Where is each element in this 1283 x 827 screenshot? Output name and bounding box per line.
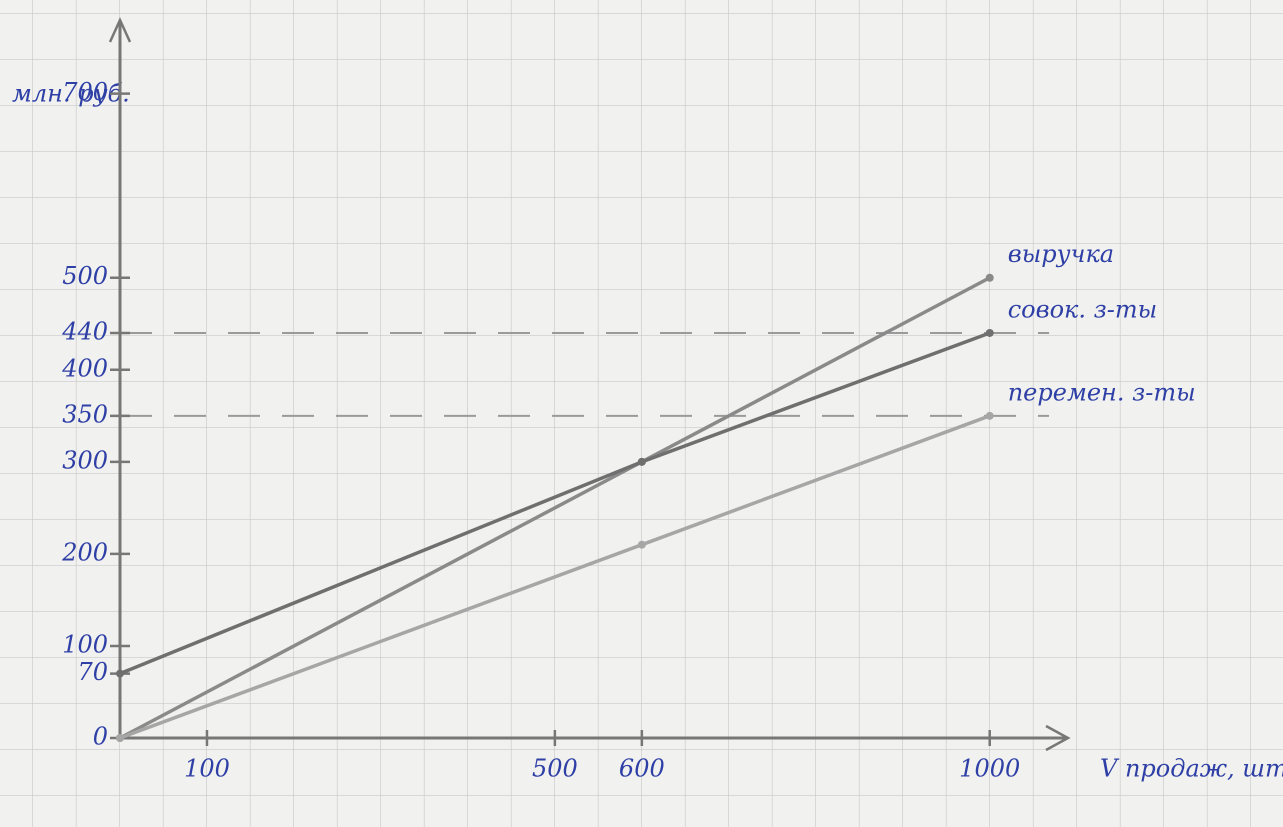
y-tick-label: 400: [61, 354, 108, 382]
series-label: выручка: [1008, 240, 1114, 268]
point: [637, 457, 646, 466]
point: [985, 328, 994, 337]
point: [985, 273, 994, 282]
y-tick-label: 200: [61, 538, 108, 566]
y-tick-label: 500: [62, 262, 108, 290]
x-tick-label: 500: [532, 755, 578, 783]
y-tick-label: 70: [77, 658, 108, 686]
y-tick-label: 100: [62, 630, 108, 658]
y-arrow: [108, 16, 132, 43]
y-tick-label: 700: [62, 78, 108, 106]
series-label: совок. з-ты: [1008, 295, 1157, 323]
x-tick-label: 100: [184, 755, 230, 783]
point: [637, 540, 646, 549]
point: [116, 669, 124, 678]
y-tick-label: 440: [61, 317, 108, 345]
x-axis-label: V продаж, шт.: [1100, 755, 1283, 783]
y-tick-label: 350: [62, 400, 108, 428]
x-arrow: [1045, 724, 1071, 752]
y-tick-label: 0: [93, 723, 108, 751]
point: [116, 734, 124, 742]
x-tick-label: 1000: [959, 755, 1020, 783]
point: [985, 411, 994, 420]
series-label: перемен. з-ты: [1008, 378, 1196, 406]
y-tick-label: 300: [62, 446, 108, 474]
x-tick-label: 600: [619, 755, 665, 783]
